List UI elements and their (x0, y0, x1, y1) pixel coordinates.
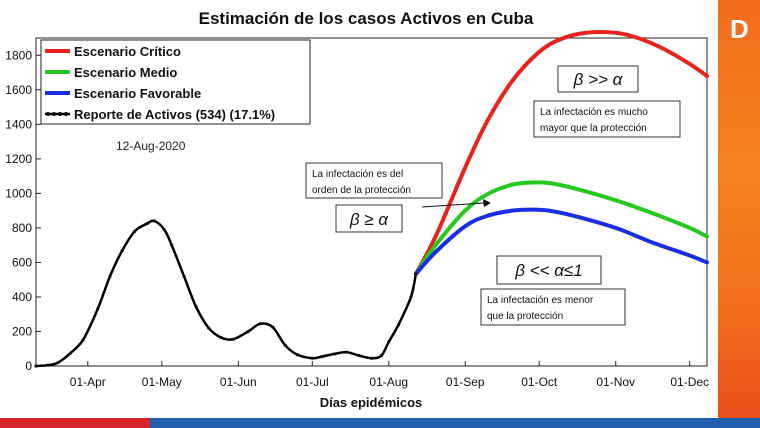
x-tick-label: 01-Aug (369, 375, 408, 389)
report-point (182, 275, 185, 278)
note-medium-line-1: La infectación es del (312, 169, 403, 180)
report-point (409, 295, 412, 298)
note-critical-line-2: mayor que la protección (540, 123, 647, 134)
x-tick-label: 01-Sep (446, 375, 485, 389)
x-tick-label: 01-Dec (670, 375, 709, 389)
condition-critical: β >> α (573, 70, 624, 89)
y-tick-label: 800 (12, 221, 32, 235)
report-point (358, 354, 361, 357)
chart-figure: Estimación de los casos Activos en Cuba … (0, 0, 718, 418)
report-point (370, 357, 373, 360)
y-tick-label: 1400 (5, 117, 32, 131)
x-tick-label: 01-Apr (70, 375, 106, 389)
legend-label-escenario-medio: Escenario Medio (74, 65, 177, 80)
date-label: 12-Aug-2020 (116, 139, 186, 153)
report-point (311, 357, 314, 360)
condition-medium: β ≥ α (349, 210, 389, 229)
y-tick-label: 1600 (5, 83, 32, 97)
report-point (121, 249, 124, 252)
x-tick-label: 01-Jul (296, 375, 329, 389)
legend-marker (58, 112, 62, 116)
report-point (47, 364, 50, 367)
report-point (380, 354, 383, 357)
y-tick-label: 0 (25, 359, 32, 373)
report-point (34, 364, 37, 367)
x-tick-label: 01-May (142, 375, 182, 389)
report-point (163, 228, 166, 231)
report-point (57, 361, 60, 364)
orange-side-frame (718, 0, 760, 428)
x-axis-label: Días epidémicos (320, 395, 423, 410)
report-point (345, 351, 348, 354)
legend-label-escenario-favorable: Escenario Favorable (74, 86, 201, 101)
report-point (81, 339, 84, 342)
note-critical-line-1: La infectación es mucho (540, 107, 648, 118)
report-point (153, 219, 156, 222)
legend-marker (64, 112, 68, 116)
report-point (232, 338, 235, 341)
report-point (296, 353, 299, 356)
report-point (145, 222, 148, 225)
condition-favorable: β << α≤1 (514, 261, 583, 280)
x-tick-label: 01-Jun (220, 375, 257, 389)
y-tick-label: 1000 (5, 186, 32, 200)
chart-title: Estimación de los casos Activos en Cuba (199, 9, 534, 28)
legend-marker (52, 112, 56, 116)
red-bottom-bar (0, 418, 150, 428)
report-point (284, 344, 287, 347)
report-point (170, 244, 173, 247)
report-point (108, 275, 111, 278)
y-tick-label: 600 (12, 255, 32, 269)
y-tick-label: 200 (12, 324, 32, 338)
y-tick-label: 400 (12, 290, 32, 304)
legend-label-reporte-de-activos-534-17-1: Reporte de Activos (534) (17.1%) (74, 107, 275, 122)
legend: Escenario Crítico Escenario Medio Escenari… (41, 40, 310, 124)
legend-marker (46, 112, 50, 116)
legend-label-escenario-cr-tico: Escenario Crítico (74, 44, 181, 59)
brand-logo-mark: D (730, 14, 749, 45)
x-tick-label: 01-Nov (596, 375, 635, 389)
note-favorable-line-1: La infectación es menor (487, 295, 594, 306)
note-favorable-line-2: que la protección (487, 311, 563, 322)
report-point (247, 330, 250, 333)
note-medium-line-2: orden de la protección (312, 185, 411, 196)
report-point (96, 307, 99, 310)
report-point (219, 336, 222, 339)
report-point (271, 326, 274, 329)
report-point (387, 340, 390, 343)
report-point (207, 326, 210, 329)
report-point (259, 322, 262, 325)
report-point (133, 230, 136, 233)
y-tick-label: 1200 (5, 152, 32, 166)
report-point (195, 306, 198, 309)
y-tick-label: 1800 (5, 48, 32, 62)
report-point (397, 323, 400, 326)
report-point (321, 355, 324, 358)
report-point (414, 272, 417, 275)
x-tick-label: 01-Oct (521, 375, 558, 389)
report-point (69, 351, 72, 354)
report-point (333, 352, 336, 355)
